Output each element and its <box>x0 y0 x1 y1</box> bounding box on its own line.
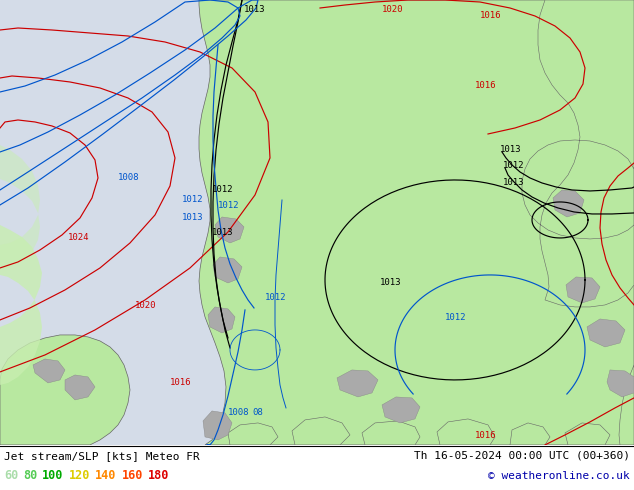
Text: 1008: 1008 <box>228 408 250 417</box>
Polygon shape <box>522 0 634 307</box>
Text: 1016: 1016 <box>480 11 501 20</box>
Text: 1013: 1013 <box>380 278 401 287</box>
Polygon shape <box>587 319 625 347</box>
Polygon shape <box>0 225 42 385</box>
Text: 1016: 1016 <box>170 378 191 387</box>
Text: Th 16-05-2024 00:00 UTC (00+360): Th 16-05-2024 00:00 UTC (00+360) <box>414 451 630 461</box>
Polygon shape <box>199 0 634 445</box>
Polygon shape <box>607 370 634 397</box>
Polygon shape <box>215 217 244 243</box>
Text: 1012: 1012 <box>503 161 524 170</box>
Text: 1013: 1013 <box>500 145 522 154</box>
Text: © weatheronline.co.uk: © weatheronline.co.uk <box>488 471 630 481</box>
Polygon shape <box>203 411 232 440</box>
Text: 08: 08 <box>252 408 262 417</box>
Polygon shape <box>65 375 95 400</box>
Text: 1012: 1012 <box>212 185 233 194</box>
Polygon shape <box>565 423 610 445</box>
Polygon shape <box>337 370 378 397</box>
Text: 1012: 1012 <box>182 195 204 204</box>
Polygon shape <box>292 417 350 445</box>
Polygon shape <box>0 145 40 270</box>
Text: 1016: 1016 <box>475 81 496 90</box>
Polygon shape <box>362 421 420 445</box>
Text: 140: 140 <box>95 469 117 483</box>
Polygon shape <box>566 277 600 303</box>
Text: 1016: 1016 <box>475 431 496 440</box>
Polygon shape <box>208 307 235 333</box>
Text: 1012: 1012 <box>445 313 467 322</box>
Text: Jet stream/SLP [kts] Meteo FR: Jet stream/SLP [kts] Meteo FR <box>4 451 200 461</box>
Text: 1013: 1013 <box>244 5 266 14</box>
Text: 1012: 1012 <box>265 293 287 302</box>
Text: 1013: 1013 <box>182 213 204 222</box>
Text: 60: 60 <box>4 469 18 483</box>
Polygon shape <box>553 190 584 217</box>
Polygon shape <box>33 359 65 383</box>
Polygon shape <box>213 257 242 283</box>
Polygon shape <box>0 335 130 445</box>
Polygon shape <box>228 423 278 445</box>
Text: 160: 160 <box>122 469 143 483</box>
Text: 1012: 1012 <box>218 201 240 210</box>
Text: 100: 100 <box>42 469 63 483</box>
Polygon shape <box>437 419 495 445</box>
Polygon shape <box>619 365 634 445</box>
Text: 1013: 1013 <box>503 178 524 187</box>
Polygon shape <box>510 423 550 445</box>
Text: 1020: 1020 <box>382 5 403 14</box>
Text: 1020: 1020 <box>135 301 157 310</box>
Text: 180: 180 <box>148 469 169 483</box>
Polygon shape <box>382 397 420 423</box>
Text: 120: 120 <box>68 469 90 483</box>
Text: 80: 80 <box>23 469 37 483</box>
Text: 1013: 1013 <box>212 228 233 237</box>
Text: 1024: 1024 <box>68 233 89 242</box>
Text: 1008: 1008 <box>118 173 139 182</box>
